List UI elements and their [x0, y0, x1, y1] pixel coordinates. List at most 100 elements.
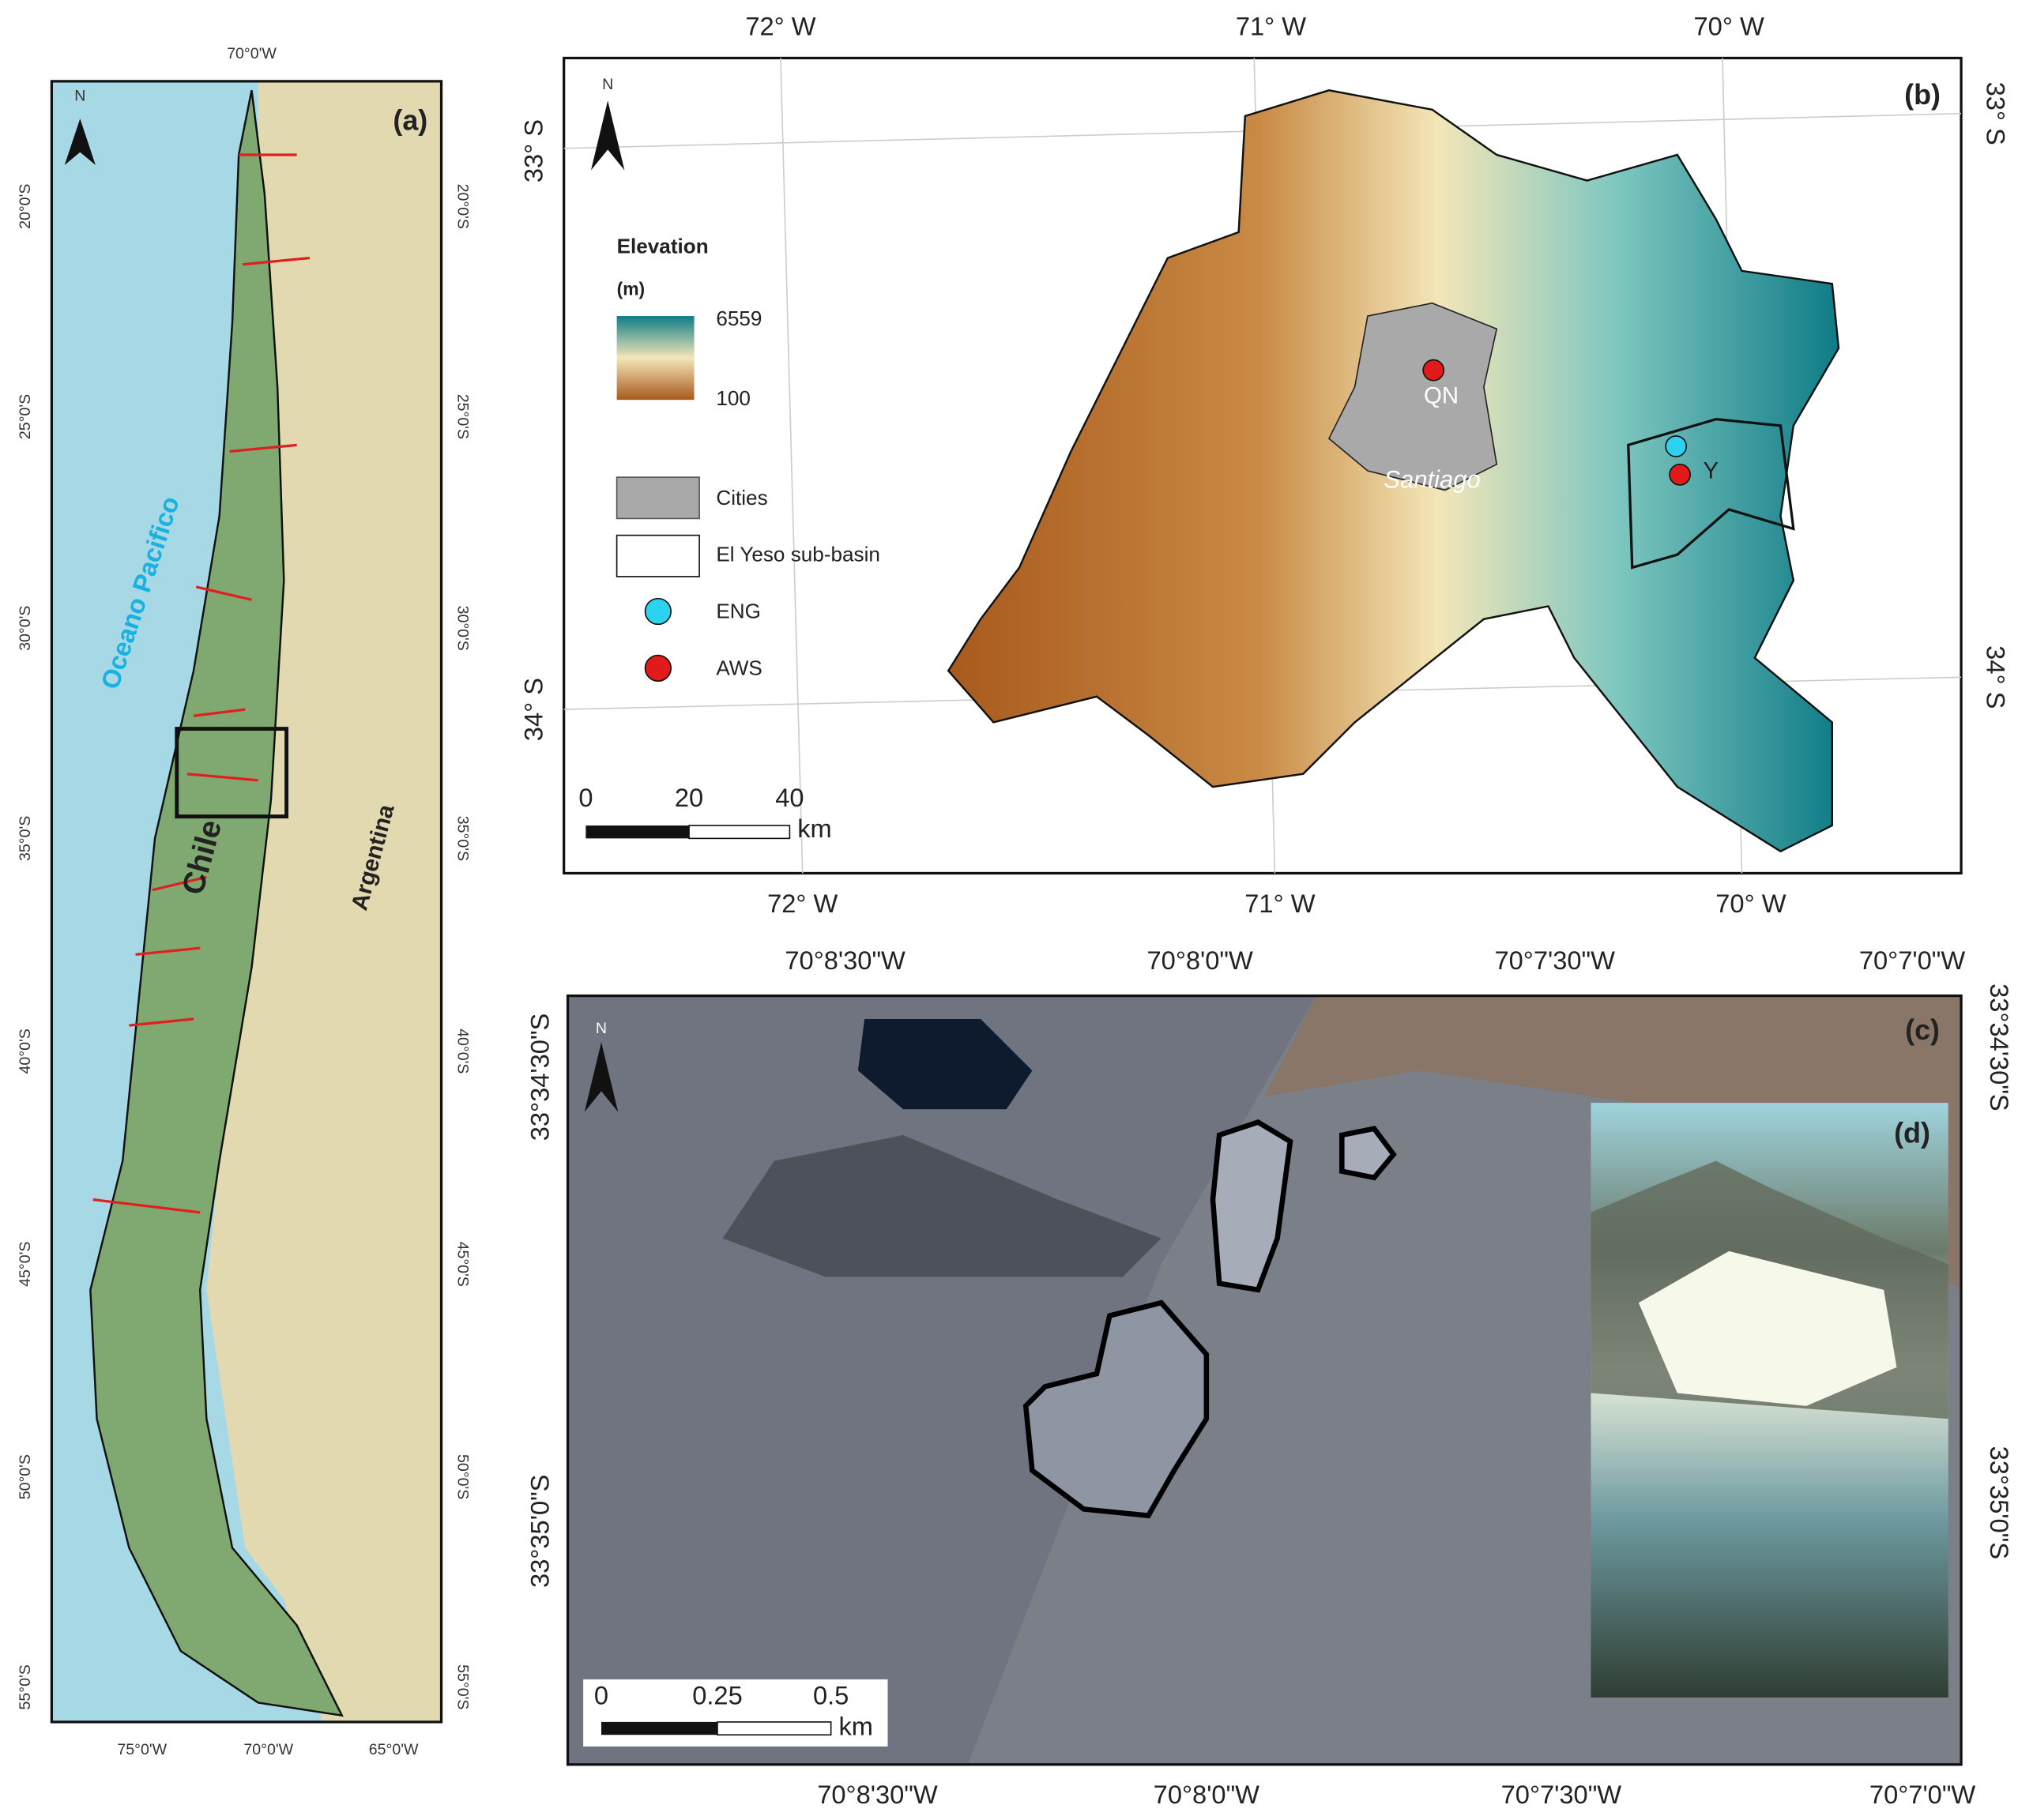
tick-label: 75°0'W — [117, 1741, 167, 1758]
terrain-shade — [567, 995, 1316, 1765]
north-label: N — [602, 76, 613, 93]
scale-bar — [688, 825, 791, 840]
tick-label: 30°0'S — [454, 606, 471, 651]
legend-item: Cities — [716, 486, 767, 510]
el-yeso-subbasin — [1627, 418, 1795, 570]
tick-label: 70°7'0"W — [1859, 946, 1965, 975]
aws-y — [1669, 464, 1691, 486]
legend-title: Elevation — [617, 234, 709, 258]
tick-label: 70°7'0"W — [1869, 1780, 1975, 1809]
tick-label: 70°8'0"W — [1147, 946, 1253, 975]
scale-bar — [717, 1721, 832, 1736]
tick-label: 20°0'S — [454, 184, 471, 229]
legend-unit: (m) — [617, 278, 646, 299]
north-label: N — [74, 88, 85, 105]
legend-ramp — [616, 316, 695, 400]
panel-label: (c) — [1905, 1013, 1940, 1046]
top-tick-label: 70°0'W — [227, 45, 277, 62]
scale-unit: km — [838, 1712, 873, 1741]
tick-label: 55°0'S — [454, 1664, 471, 1709]
north-arrow — [584, 1042, 619, 1112]
aws-qn — [1422, 359, 1445, 382]
tick-label: 40°0'S — [17, 1028, 34, 1074]
tick-label: 25°0'S — [454, 394, 471, 439]
tick-label: 50°0'S — [454, 1454, 471, 1499]
glacier-outline — [1022, 1299, 1210, 1519]
frame — [50, 80, 443, 1724]
tick-label: 34° S — [1981, 645, 2010, 709]
place-label: QN — [1424, 383, 1459, 409]
tick-label: 72° W — [745, 12, 815, 41]
panel-label: (a) — [393, 104, 427, 137]
scale-label: 0 — [594, 1681, 608, 1710]
place-label: Y — [1703, 457, 1719, 483]
tick-label: 20°0'S — [17, 184, 34, 229]
argentina-land — [206, 81, 442, 1722]
tick-label: 35°0'S — [17, 816, 34, 861]
frame — [566, 994, 1963, 1766]
tick-label: 55°0'S — [17, 1664, 34, 1709]
panel-c: N (c) (d) 0 0.25 0.5 km — [566, 994, 1963, 1766]
tick-label: 70°8'30"W — [785, 946, 905, 975]
tick-label: 25°0'S — [17, 394, 34, 439]
scale-label: 0 — [578, 783, 593, 812]
region-borders — [92, 153, 311, 1214]
panel-a: N (a) 70°0'W Oceano Pacifico Chile Argen… — [50, 45, 443, 1724]
tick-label: 70° W — [1694, 12, 1764, 41]
tick-label: 40°0'S — [454, 1028, 471, 1074]
scale-bar — [585, 825, 690, 839]
legend-aws — [644, 654, 672, 682]
tick-label: 65°0'W — [369, 1741, 419, 1758]
tick-label: 30°0'S — [17, 606, 34, 651]
tick-label: 71° W — [1244, 889, 1315, 918]
legend-max: 6559 — [716, 306, 762, 330]
panel-label: (b) — [1904, 78, 1941, 111]
tick-label: 33°35'0"S — [525, 1475, 555, 1588]
north-arrow — [64, 118, 96, 166]
place-label: Santiago — [1384, 465, 1480, 493]
glacier-outline — [1210, 1119, 1397, 1293]
legend-subbasin — [616, 534, 700, 577]
tick-label: 70°8'30"W — [817, 1780, 938, 1809]
panel-b: QN Santiago Y N (b) Elevation (m) 6559 1… — [563, 56, 1963, 875]
tick-label: 33° S — [518, 119, 548, 182]
tick-label: 33°35'0"S — [1985, 1446, 2014, 1559]
terrain-brown — [1264, 995, 1962, 1290]
tick-label: 34° S — [518, 678, 548, 741]
ridge-shadow — [722, 1134, 1161, 1277]
tick-label: 70°0'W — [243, 1741, 293, 1758]
legend-min: 100 — [716, 386, 751, 410]
tick-label: 45°0'S — [17, 1242, 34, 1287]
tick-label: 70°8'0"W — [1154, 1780, 1259, 1809]
santiago-urban — [1327, 302, 1498, 491]
legend-item: El Yeso sub-basin — [716, 543, 880, 566]
tick-label: 71° W — [1236, 12, 1306, 41]
tick-label: 45°0'S — [454, 1242, 471, 1287]
inset-label: (d) — [1894, 1116, 1930, 1149]
scale-label: 0.25 — [692, 1681, 743, 1710]
tick-label: 70°7'30"W — [1501, 1780, 1622, 1809]
north-label: N — [596, 1020, 607, 1037]
tick-label: 50°0'S — [17, 1454, 34, 1499]
scale-label: 0.5 — [813, 1681, 849, 1710]
tick-label: 33°34'30"S — [525, 1013, 555, 1141]
tick-label: 72° W — [767, 889, 838, 918]
scale-label: 40 — [775, 783, 804, 812]
eng-marker — [1665, 435, 1688, 457]
tick-label: 33°34'30"S — [1985, 983, 2014, 1111]
inset-glacier — [1638, 1250, 1897, 1406]
tick-label: 35°0'S — [454, 816, 471, 861]
scale-unit: km — [797, 814, 832, 843]
legend-item: ENG — [716, 600, 761, 623]
scale-bar — [601, 1721, 717, 1735]
study-area-box — [175, 727, 289, 819]
tick-label: 33° S — [1981, 82, 2010, 145]
legend-cities — [616, 476, 700, 520]
tick-label: 70°7'30"W — [1494, 946, 1615, 975]
legend-eng — [644, 597, 672, 626]
tick-label: 70° W — [1715, 889, 1786, 918]
chile-land — [89, 90, 344, 1717]
legend-item: AWS — [716, 656, 762, 679]
